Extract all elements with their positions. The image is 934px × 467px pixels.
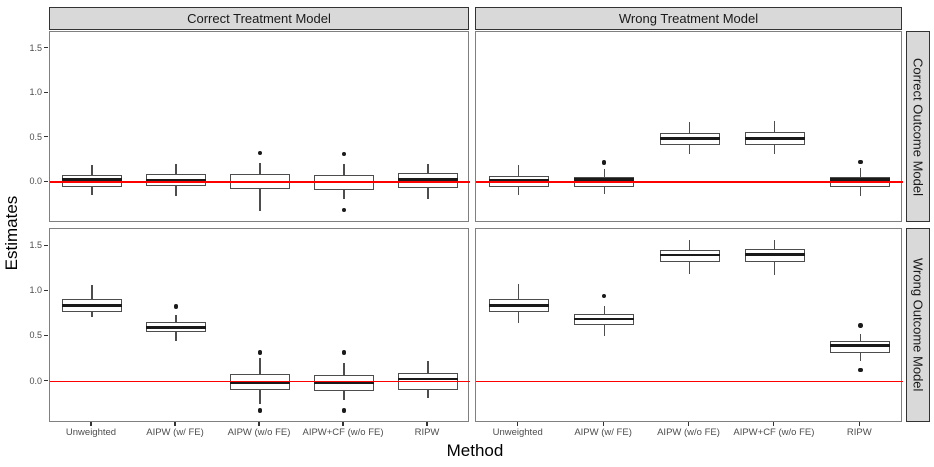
x-tick-mark xyxy=(426,422,428,426)
boxplot-box xyxy=(830,340,891,353)
boxplot-median xyxy=(574,178,635,181)
outlier-point xyxy=(341,207,347,212)
boxplot-median xyxy=(62,178,122,181)
boxplot-median xyxy=(62,304,122,307)
y-tick-label: 1.0 xyxy=(29,87,42,98)
panel-wrong-treatment-wrong-outcome xyxy=(475,228,903,422)
y-tick-mark xyxy=(44,379,48,382)
boxplot-median xyxy=(830,344,891,347)
boxplot-median xyxy=(744,137,805,140)
x-category-label: Unweighted xyxy=(65,427,117,438)
zero-reference-line xyxy=(50,181,470,183)
zero-reference-line xyxy=(476,380,903,383)
facet-header-wrong-treatment: Wrong Treatment Model xyxy=(475,7,902,30)
outlier-point xyxy=(257,408,263,413)
y-tick-mark xyxy=(44,180,48,182)
boxplot-median xyxy=(830,178,891,181)
boxplot-box xyxy=(62,175,122,188)
x-tick-mark xyxy=(858,422,860,426)
x-category-label: AIPW (w/o FE) xyxy=(227,427,291,438)
x-tick-mark xyxy=(687,422,690,426)
panel-correct-treatment-correct-outcome xyxy=(49,31,470,222)
outlier-point xyxy=(858,367,863,373)
outlier-point xyxy=(341,151,347,156)
facet-header-correct-outcome: Correct Outcome Model xyxy=(906,31,930,222)
y-tick-label: 1.5 xyxy=(29,240,42,251)
outlier-point xyxy=(341,350,347,355)
y-tick-label: 0.0 xyxy=(29,375,42,386)
y-tick-mark xyxy=(44,91,48,93)
facet-header-wrong-outcome: Wrong Outcome Model xyxy=(906,228,930,422)
facet-header-correct-treatment: Correct Treatment Model xyxy=(49,7,469,30)
facet-header-label: Wrong Outcome Model xyxy=(910,258,926,392)
y-tick-label: 1.5 xyxy=(29,42,42,53)
y-tick-mark xyxy=(44,334,48,336)
x-category-label: AIPW+CF (w/o FE) xyxy=(302,427,384,438)
outlier-point xyxy=(601,293,607,299)
y-tick-mark xyxy=(44,244,48,246)
outlier-point xyxy=(341,408,347,413)
y-tick-mark xyxy=(44,136,48,138)
boxplot-median xyxy=(659,137,720,140)
boxplot-median xyxy=(574,317,635,321)
y-tick-mark xyxy=(44,47,48,49)
boxplot-median xyxy=(230,381,290,384)
x-tick-mark xyxy=(174,422,176,426)
x-category-label: AIPW (w/o FE) xyxy=(657,427,720,438)
boxplot-median xyxy=(488,179,549,182)
boxplot-median xyxy=(146,326,206,329)
x-category-label: AIPW (w/ FE) xyxy=(574,427,632,438)
outlier-point xyxy=(257,350,263,355)
y-tick-label: 0.5 xyxy=(29,330,42,341)
x-category-label: RIPW xyxy=(414,427,440,438)
boxplot-median xyxy=(659,253,720,257)
boxplot-median xyxy=(398,178,458,181)
x-tick-mark xyxy=(342,422,344,426)
outlier-point xyxy=(257,150,263,156)
x-tick-mark xyxy=(90,422,92,426)
outlier-point xyxy=(858,159,863,164)
y-tick-label: 0.5 xyxy=(29,131,42,142)
x-tick-mark xyxy=(773,422,775,426)
facet-header-label: Correct Outcome Model xyxy=(910,57,926,196)
x-tick-mark xyxy=(517,422,519,426)
boxplot-box xyxy=(744,248,805,263)
boxplot-median xyxy=(314,381,374,384)
boxplot-median xyxy=(488,304,549,307)
panel-wrong-treatment-correct-outcome xyxy=(475,31,903,222)
y-tick-mark xyxy=(44,289,48,291)
y-tick-label: 1.0 xyxy=(29,285,42,296)
boxplot-median xyxy=(744,253,805,256)
outlier-point xyxy=(601,160,607,165)
outlier-point xyxy=(173,304,179,309)
boxplot-box xyxy=(398,173,458,189)
x-tick-mark xyxy=(602,422,604,426)
zero-reference-line xyxy=(476,181,903,183)
boxplot-median xyxy=(146,179,206,182)
outlier-point xyxy=(858,323,863,328)
y-axis-title: Estimates xyxy=(2,195,21,271)
x-tick-mark xyxy=(258,422,260,426)
boxplot-median xyxy=(398,377,458,381)
x-category-label: RIPW xyxy=(846,427,872,438)
panel-correct-treatment-wrong-outcome xyxy=(49,228,470,422)
zero-reference-line xyxy=(50,380,470,383)
x-category-label: AIPW (w/ FE) xyxy=(146,427,204,438)
x-axis-title: Method xyxy=(446,441,504,460)
y-tick-label: 0.0 xyxy=(29,176,42,187)
x-category-label: Unweighted xyxy=(492,427,543,438)
x-category-label: AIPW+CF (w/o FE) xyxy=(733,427,815,438)
